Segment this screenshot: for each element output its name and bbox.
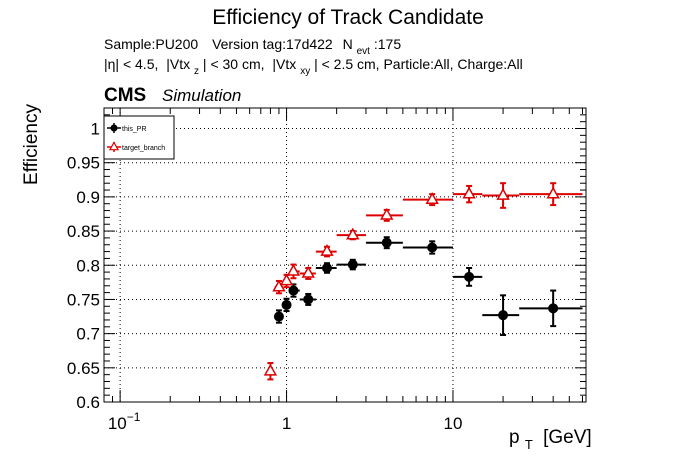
data-point — [315, 244, 337, 258]
marker-triangle — [546, 186, 560, 199]
data-point — [299, 265, 316, 280]
legend: this_PR target_branch — [103, 115, 175, 160]
marker-circle — [464, 271, 475, 282]
data-point — [263, 362, 278, 381]
version-label: Version tag:17d422 — [212, 36, 333, 52]
y-axis-label: Efficiency — [21, 104, 42, 185]
series-layer — [263, 182, 583, 381]
grid — [104, 108, 586, 403]
data-point — [519, 182, 583, 207]
marker-triangle — [263, 363, 278, 376]
x-axis-label: p T [GeV] — [509, 427, 592, 454]
data-point — [336, 258, 366, 271]
nevt-subscript: evt — [357, 46, 371, 57]
marker-triangle — [286, 263, 301, 276]
marker-triangle — [425, 192, 439, 204]
legend-label: this_PR — [122, 126, 147, 133]
data-point — [402, 240, 453, 255]
cms-label: CMS — [104, 85, 146, 106]
y-tick-label: 0.9 — [76, 188, 100, 207]
marker-triangle — [320, 244, 334, 256]
x-axis-label-unit: [GeV] — [543, 427, 592, 448]
series-target_branch — [263, 182, 583, 381]
info-line-1: Sample:PU200 Version tag:17d422 N evt :1… — [104, 36, 401, 57]
data-point — [452, 266, 483, 287]
chart-title: Efficiency of Track Candidate — [212, 6, 484, 29]
y-tick-label: 0.75 — [67, 290, 100, 309]
data-point — [299, 292, 316, 306]
x-axis-label-main: p — [509, 427, 520, 448]
vtxxy-cut-post: | < 2.5 cm, Particle:All, Charge:All — [314, 56, 523, 72]
x-axis-label-sub: T — [525, 437, 533, 452]
data-point — [365, 236, 403, 250]
legend-marker-triangle — [108, 141, 120, 151]
y-tick-label: 0.95 — [67, 154, 100, 173]
marker-triangle — [279, 273, 294, 286]
data-point — [273, 309, 284, 324]
y-tick-label: 0.7 — [76, 325, 100, 344]
marker-circle — [303, 294, 314, 305]
marker-circle — [347, 259, 358, 270]
vtxz-cut-sub: z — [194, 66, 199, 77]
legend-entry-target_branch: target_branch — [107, 141, 165, 152]
data-point — [286, 263, 301, 280]
vtxxy-cut-pre: |Vtx — [272, 56, 296, 72]
marker-triangle — [272, 279, 286, 292]
marker-triangle — [301, 265, 315, 278]
marker-circle — [288, 285, 299, 296]
legend-box — [103, 115, 175, 160]
eta-cut: |η| < 4.5, — [104, 56, 158, 72]
vtxz-cut-post: | < 30 cm, — [203, 56, 265, 72]
x-tick-label: 10 — [444, 414, 463, 433]
y-tick-label: 0.8 — [76, 256, 100, 275]
axes — [103, 107, 587, 403]
tick-labels: 0.6 0.65 0.7 0.75 0.8 0.85 0.9 0.95 1 10−1 1 10 — [67, 120, 463, 433]
info-line-2: |η| < 4.5, |Vtx z | < 30 cm, |Vtx xy | <… — [104, 56, 523, 77]
y-tick-label: 0.65 — [67, 359, 100, 378]
x-tick-label: 10−1 — [108, 410, 141, 433]
marker-circle — [281, 299, 292, 310]
data-point — [482, 182, 520, 209]
marker-circle — [427, 242, 438, 253]
y-tick-label: 1 — [91, 120, 100, 139]
series-this_PR — [273, 236, 583, 336]
legend-items: this_PR target_branch — [107, 123, 165, 152]
nevt-label: N — [343, 36, 353, 52]
data-point — [482, 294, 520, 336]
marker-circle — [498, 310, 509, 321]
marker-triangle — [496, 187, 510, 200]
data-point — [281, 297, 292, 313]
vtxxy-cut-sub: xy — [300, 66, 310, 77]
data-point — [279, 273, 294, 289]
data-point — [402, 192, 453, 207]
data-point — [365, 207, 403, 222]
data-point — [452, 184, 483, 204]
marker-circle — [381, 237, 392, 248]
y-tick-label: 0.85 — [67, 222, 100, 241]
marker-triangle — [346, 227, 360, 240]
sample-label: Sample:PU200 — [104, 36, 198, 52]
marker-triangle — [462, 186, 476, 199]
legend-label: target_branch — [122, 145, 165, 152]
data-point — [315, 262, 337, 274]
legend-entry-this_PR: this_PR — [107, 123, 147, 133]
plot-frame — [103, 107, 587, 403]
vtxz-cut-pre: |Vtx — [166, 56, 190, 72]
data-point — [272, 279, 286, 295]
data-point — [519, 289, 583, 328]
y-tick-label: 0.6 — [76, 393, 100, 412]
marker-triangle — [380, 207, 394, 220]
data-point — [288, 283, 300, 298]
marker-circle — [321, 262, 332, 273]
marker-circle — [273, 311, 284, 322]
nevt-value: :175 — [374, 36, 401, 52]
legend-marker-circle — [110, 124, 118, 132]
x-tick-label: 1 — [282, 414, 291, 433]
marker-circle — [548, 303, 559, 314]
data-point — [336, 227, 366, 241]
cms-sublabel: Simulation — [162, 86, 241, 105]
